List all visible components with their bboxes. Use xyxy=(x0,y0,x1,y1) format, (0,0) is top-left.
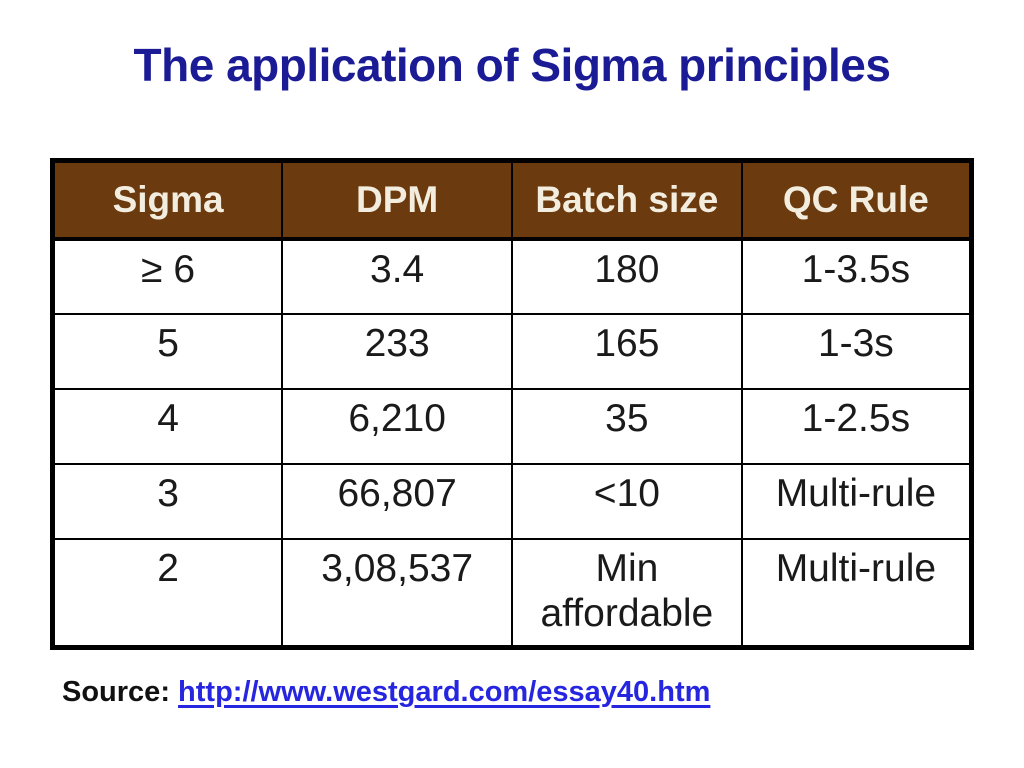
table-row: 5 233 165 1-3s xyxy=(51,313,973,390)
table-cell: 233 xyxy=(281,313,513,390)
table-cell: 5 xyxy=(51,313,284,390)
table-header-row: Sigma DPM Batch size QC Rule xyxy=(51,159,973,241)
source-label: Source: xyxy=(62,676,170,708)
table-cell: Min affordable xyxy=(511,538,743,648)
header-cell: Batch size xyxy=(511,159,743,241)
table-row: ≥ 6 3.4 180 1-3.5s xyxy=(51,238,973,315)
table-cell: 1-3s xyxy=(740,313,973,390)
table-row: 4 6,210 35 1-2.5s xyxy=(51,388,973,465)
table-cell: 3,08,537 xyxy=(281,538,513,648)
source-link[interactable]: http://www.westgard.com/essay40.htm xyxy=(178,676,711,708)
table-cell: 4 xyxy=(51,388,284,465)
table-cell: 180 xyxy=(511,238,743,315)
header-cell: QC Rule xyxy=(740,159,973,241)
table-cell: <10 xyxy=(511,463,743,540)
table-cell: 1-3.5s xyxy=(740,238,973,315)
table-cell: 2 xyxy=(51,538,284,648)
table-body: ≥ 6 3.4 180 1-3.5s 5 233 165 1-3s 4 6,210 35 1-2.5s… xyxy=(51,238,973,648)
table-cell: 6,210 xyxy=(281,388,513,465)
table-cell: Multi-rule xyxy=(740,538,973,648)
table-row: 3 66,807 <10 Multi-rule xyxy=(51,463,973,540)
table-cell: 165 xyxy=(511,313,743,390)
header-cell: Sigma xyxy=(51,159,284,241)
table-cell: 1-2.5s xyxy=(740,388,973,465)
table-cell: 3 xyxy=(51,463,284,540)
header-cell: DPM xyxy=(281,159,513,241)
source-line: Source: http://www.westgard.com/essay40.… xyxy=(62,676,710,709)
table-cell: 35 xyxy=(511,388,743,465)
slide-title: The application of Sigma principles xyxy=(133,39,891,91)
table-row: 2 3,08,537 Min affordable Multi-rule xyxy=(51,538,973,648)
table-cell: 3.4 xyxy=(281,238,513,315)
table-cell: Multi-rule xyxy=(740,463,973,540)
table-cell: 66,807 xyxy=(281,463,513,540)
sigma-table: Sigma DPM Batch size QC Rule ≥ 6 3.4 180 1-3.5… xyxy=(50,158,974,650)
table-cell: ≥ 6 xyxy=(51,238,284,315)
